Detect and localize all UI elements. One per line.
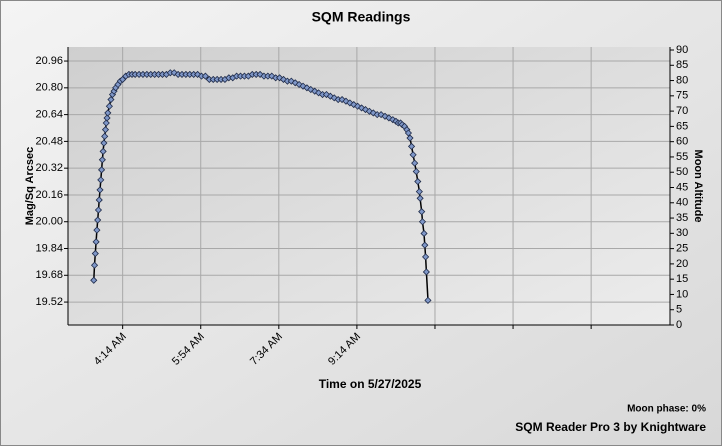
y2-tick-label: 40 [676,197,688,209]
annotation: Moon phase: 0% [627,404,706,415]
point [100,139,108,147]
y2-tick-label: 20 [676,258,688,270]
y-tick-label: 20.32 [35,162,63,174]
annotation: SQM Reader Pro 3 by Knightware [515,420,706,434]
y-tick-label: 20.64 [35,109,63,121]
y2-tick-label: 55 [676,151,688,163]
point [90,261,99,269]
point [381,112,389,120]
y2-tick-label: 70 [676,105,688,117]
y-tick-label: 20.80 [35,82,63,94]
y2-axis-label: Moon Altitude [692,150,704,223]
y2-tick-label: 50 [676,166,688,178]
chart-title: SQM Readings [312,9,411,25]
point [105,102,113,110]
point [418,218,427,226]
point [418,208,426,216]
point [407,142,416,150]
point [99,147,107,155]
point [354,102,362,110]
y2-tick-label: 65 [676,120,688,132]
point [412,167,420,176]
y2-tick-label: 80 [676,74,688,86]
point [279,75,288,84]
point [93,226,101,234]
y-tick-label: 19.52 [35,296,63,308]
point [98,166,106,174]
point [94,206,103,214]
y2-tick-label: 60 [676,136,688,148]
point [103,114,111,122]
point [97,176,105,184]
point [404,129,412,137]
point [422,253,430,261]
y-tick-label: 20.48 [35,135,63,147]
y2-tick-label: 30 [676,227,688,239]
point [102,119,110,127]
point [101,126,110,134]
point [104,109,112,117]
y2-tick-label: 35 [676,212,688,224]
y2-tick-label: 85 [676,59,688,71]
point [424,296,432,304]
x-axis-label: Time on 5/27/2025 [319,377,422,391]
point [94,216,102,224]
point [409,151,417,159]
y2-tick-label: 10 [676,288,688,300]
point [406,134,414,142]
y-tick-label: 20.16 [35,189,63,201]
y-tick-label: 20.96 [35,55,63,67]
point [276,74,284,82]
point [389,116,397,124]
y2-tick-label: 45 [676,181,688,193]
point [92,238,100,246]
point [421,241,429,249]
point [420,229,428,238]
y2-tick-label: 15 [676,273,688,285]
plot-area [68,47,670,325]
y-tick-label: 19.84 [35,242,63,254]
point [415,188,423,196]
point [98,156,106,164]
y-tick-label: 19.68 [35,269,63,281]
point [107,95,115,104]
point [91,249,99,258]
point [268,72,276,80]
point [256,70,264,79]
y2-tick-label: 0 [676,319,682,331]
point [416,194,424,202]
point [90,276,98,284]
y2-tick-label: 90 [676,44,688,56]
point [101,132,109,140]
point [96,186,104,194]
y2-tick-label: 75 [676,90,688,102]
point [201,72,209,80]
point [95,196,103,204]
point [422,268,430,276]
y2-tick-label: 5 [676,304,682,316]
point [338,95,346,104]
point [287,77,295,85]
point [411,159,419,167]
y-tick-label: 20.00 [35,216,63,228]
y-axis-label: Mag/Sq Arcsec [24,147,36,225]
y2-tick-label: 25 [676,243,688,255]
point [414,177,422,186]
